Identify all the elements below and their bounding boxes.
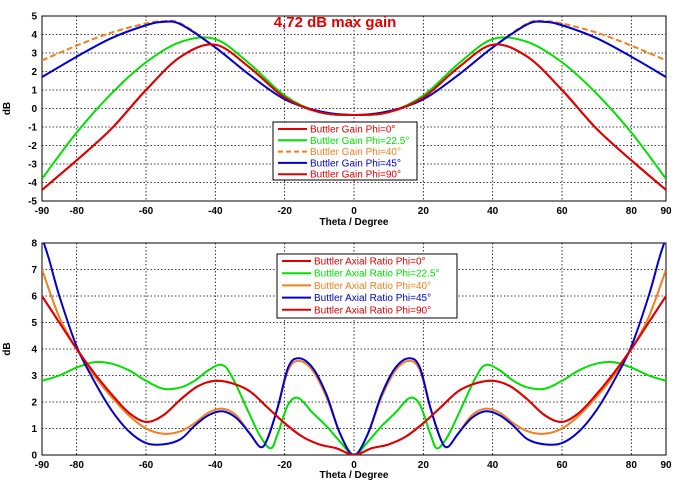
series-line-4 [42,243,666,455]
y-axis-title: dB [2,102,13,115]
legend-label-2: Buttler Gain Phi=22.5° [310,136,409,147]
x-axis-title: Theta / Degree [320,217,389,228]
x-tick-label: -60 [139,206,154,217]
x-tick-label: 60 [556,206,568,217]
x-tick-label: 90 [660,460,672,471]
legend-label-4: Buttler Gain Phi=45° [310,158,401,169]
series-group [42,19,666,191]
y-tick-label: 0 [31,451,37,462]
x-tick-label: 0 [351,206,357,217]
x-tick-label: -40 [208,460,223,471]
x-tick-label: 90 [660,206,672,217]
legend-label-3: Buttler Axial Ratio Phi=40° [314,281,431,292]
y-tick-label: -5 [28,197,37,208]
y-tick-label: 6 [31,292,37,303]
x-tick-label: -80 [69,206,84,217]
x-axis-title: Theta / Degree [320,470,389,481]
legend: Buttler Axial Ratio Phi=0°Buttler Axial … [276,253,458,319]
x-tick-label: 60 [556,460,568,471]
y-tick-label: -4 [28,178,37,189]
y-tick-label: 5 [31,12,37,23]
y-tick-label: 2 [31,398,37,409]
x-tick-label: 80 [626,206,638,217]
y-tick-label: 1 [31,424,37,435]
y-tick-label: 2 [31,67,37,78]
legend-label-3: Buttler Gain Phi=40° [310,147,401,158]
y-tick-label: 5 [31,318,37,329]
x-tick-label: 20 [418,206,430,217]
y-tick-label: 4 [31,345,37,356]
x-tick-label: -90 [35,206,50,217]
legend-label-5: Buttler Gain Phi=90° [310,170,401,181]
x-tick-label: -20 [277,460,292,471]
y-tick-label: -2 [28,141,37,152]
gain-chart: -90 -80 -60 -40 -20 0 20 40 60 80 90 -5 -4 -3 -2 -1 0 1 2 3… [2,12,672,229]
y-axis-title: dB [2,342,13,355]
x-tick-label: 0 [351,460,357,471]
axial-ratio-chart: -90 -80 -60 -40 -20 0 20 40 60 80 90 0 1 2 3 4 5 6 7 8 Theta… [2,239,672,482]
legend-label-2: Buttler Axial Ratio Phi=22.5° [314,269,439,280]
series-line-3 [42,269,666,455]
y-tick-label: 7 [31,265,37,276]
y-tick-label: -3 [28,160,37,171]
legend-label-4: Buttler Axial Ratio Phi=45° [314,293,431,304]
x-tick-label: 20 [418,460,430,471]
y-tick-label: 0 [31,104,37,115]
y-tick-label: 8 [31,239,37,250]
x-tick-label: 40 [487,206,499,217]
legend-label-1: Buttler Gain Phi=0° [310,125,395,136]
y-tick-label: -1 [28,123,37,134]
legend: Buttler Gain Phi=0°Buttler Gain Phi=22.5… [272,121,418,181]
x-tick-label: -20 [277,206,292,217]
x-tick-label: -60 [139,460,154,471]
y-tick-label: 1 [31,86,37,97]
legend-label-1: Buttler Axial Ratio Phi=0° [314,257,426,268]
series-line-5 [42,295,666,455]
x-tick-label: 80 [626,460,638,471]
series-line-5 [42,43,666,191]
y-tick-label: 3 [31,371,37,382]
y-tick-label: 4 [31,30,37,41]
x-tick-label: 40 [487,460,499,471]
y-tick-label: 3 [31,49,37,60]
series-line-2 [42,360,666,455]
x-tick-label: -40 [208,206,223,217]
plot-frame [41,15,667,202]
legend-label-5: Buttler Axial Ratio Phi=90° [314,305,431,316]
x-tick-label: -90 [35,460,50,471]
x-tick-label: -80 [69,460,84,471]
series-group [42,243,666,455]
max-gain-annotation: 4,72 dB max gain [274,14,397,31]
